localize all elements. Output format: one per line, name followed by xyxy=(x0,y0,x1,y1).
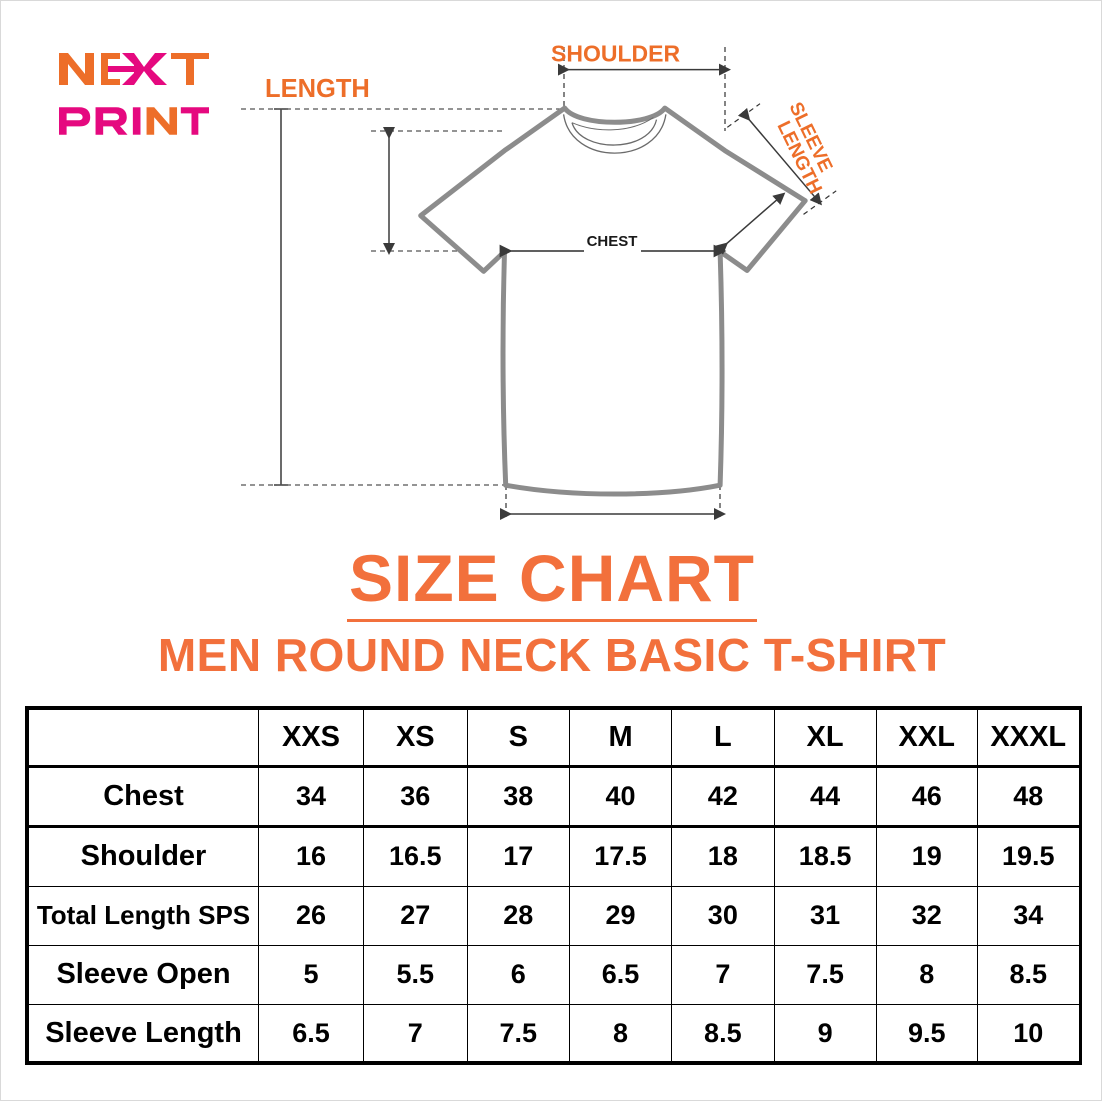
svg-text:LENGTH: LENGTH xyxy=(265,75,370,103)
svg-text:SHOULDER: SHOULDER xyxy=(551,40,680,66)
svg-text:CHEST: CHEST xyxy=(587,233,638,250)
